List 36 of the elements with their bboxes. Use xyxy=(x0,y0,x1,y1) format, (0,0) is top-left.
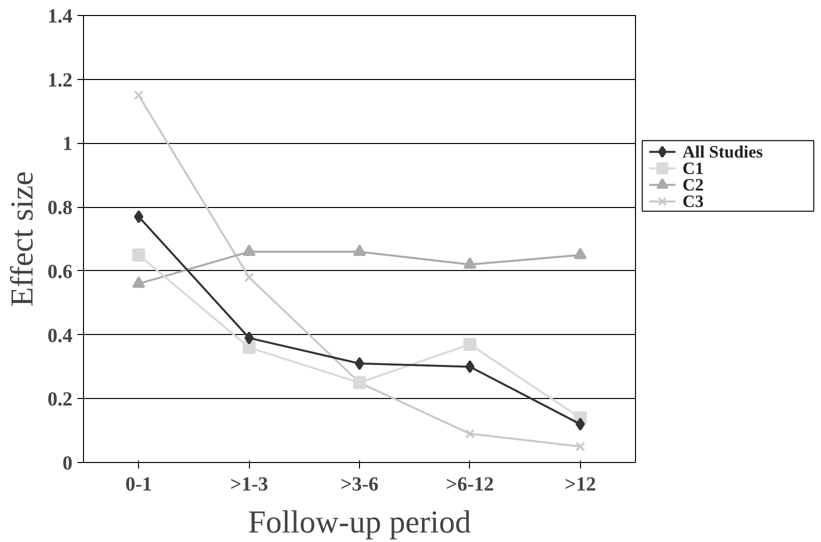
x-tick-label: >12 xyxy=(564,474,596,496)
x-tick-label: >3-6 xyxy=(340,474,379,496)
y-tick-label: 0.8 xyxy=(48,197,72,220)
point xyxy=(132,248,146,262)
point xyxy=(463,257,476,269)
point xyxy=(465,360,475,374)
x-axis-title: Follow-up period xyxy=(248,504,472,540)
y-tick-label: 0.4 xyxy=(48,324,72,347)
point xyxy=(575,442,586,452)
x-tick-label: >6-12 xyxy=(446,474,494,496)
y-tick-label: 0.6 xyxy=(48,260,72,283)
point xyxy=(244,331,254,344)
legend-label: All Studies xyxy=(682,142,764,162)
y-tick-label: 0.2 xyxy=(48,388,72,411)
point xyxy=(134,90,144,100)
point xyxy=(574,248,587,260)
y-tick-label: 1.4 xyxy=(48,6,72,28)
point xyxy=(244,272,254,282)
point xyxy=(242,341,256,354)
x-tick-label: 0-1 xyxy=(125,474,152,496)
point xyxy=(576,418,585,431)
x-tick-label: >1-3 xyxy=(230,474,268,496)
legend-label: C3 xyxy=(682,192,704,211)
y-axis-title: Effect size xyxy=(4,171,40,307)
y-tick-label: 1.2 xyxy=(48,69,72,92)
legend-label: C2 xyxy=(682,175,704,194)
point xyxy=(242,244,256,256)
legend-label: C1 xyxy=(682,158,704,178)
point xyxy=(132,276,146,288)
y-tick-label: 1 xyxy=(62,133,72,156)
point xyxy=(353,244,366,256)
point xyxy=(463,338,476,351)
point xyxy=(465,428,475,439)
y-tick-label: 0 xyxy=(62,452,72,474)
point xyxy=(134,210,144,224)
point xyxy=(354,357,364,370)
